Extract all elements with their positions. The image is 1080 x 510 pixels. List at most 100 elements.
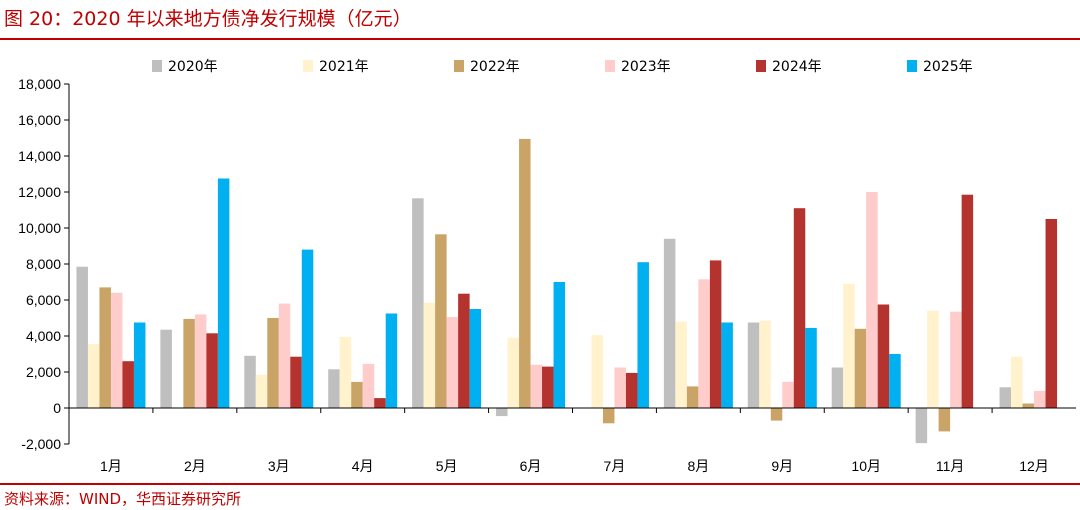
bar	[686, 386, 699, 408]
bar	[278, 303, 291, 408]
bar	[435, 234, 447, 408]
bar	[290, 356, 302, 408]
bar	[301, 249, 314, 408]
title-divider	[0, 38, 1080, 40]
bar	[747, 322, 760, 408]
bar	[625, 372, 638, 408]
bar	[770, 408, 783, 421]
bar	[877, 304, 890, 408]
bar	[328, 369, 340, 408]
bar	[854, 328, 867, 408]
y-axis: -2,000 0 2,000 4,000 6,000 8,000 10,000 12,000 1…	[18, 76, 70, 452]
bar	[602, 408, 615, 424]
y-tick-label: 18,000	[18, 76, 61, 92]
y-tick-label: 0	[53, 400, 61, 416]
legend-swatch	[605, 60, 615, 72]
y-tick-label: 10,000	[18, 220, 61, 236]
bar	[542, 366, 554, 408]
bar	[866, 192, 878, 408]
bar	[267, 318, 279, 408]
bar	[1011, 356, 1023, 408]
bar	[194, 314, 207, 408]
bar	[591, 335, 603, 408]
y-tick-label: -2,000	[21, 436, 61, 452]
bar	[351, 381, 363, 408]
bar	[99, 287, 111, 408]
legend-label: 2021年	[319, 59, 369, 75]
y-tick-label: 14,000	[18, 148, 61, 164]
x-tick-label: 4月	[352, 458, 374, 474]
bar	[1045, 219, 1058, 408]
bar	[950, 311, 962, 408]
x-tick-label: 8月	[687, 458, 709, 474]
bar	[496, 408, 508, 417]
bar	[637, 262, 649, 408]
bar	[927, 310, 939, 408]
bar	[339, 336, 352, 408]
y-tick-label: 8,000	[26, 256, 61, 272]
y-tick-label: 16,000	[18, 112, 61, 128]
y-tick-label: 4,000	[26, 328, 61, 344]
bar	[519, 138, 531, 408]
bar	[831, 367, 844, 408]
x-tick-label: 1月	[100, 458, 122, 474]
bar	[446, 317, 459, 408]
bar	[122, 361, 134, 408]
x-axis: 1月 2月 3月 4月 5月 6月 7月 8月 9月 10月 11月 12月	[69, 407, 1076, 474]
bar	[614, 367, 626, 408]
bar	[675, 321, 687, 408]
bar	[663, 238, 676, 408]
legend-swatch	[454, 60, 464, 72]
bar	[507, 337, 520, 408]
bar	[805, 327, 817, 408]
source-note: 资料来源：WIND，华西证券研究所	[4, 490, 242, 508]
bar	[362, 363, 375, 408]
bar	[87, 344, 100, 408]
y-tick-label: 6,000	[26, 292, 61, 308]
bar	[458, 293, 470, 408]
bar	[374, 398, 386, 408]
legend-label: 2024年	[772, 59, 822, 75]
bar	[938, 408, 951, 432]
bar	[255, 374, 268, 408]
bar	[244, 355, 256, 408]
x-tick-label: 7月	[604, 458, 626, 474]
bar	[698, 279, 710, 408]
legend-swatch	[152, 60, 162, 72]
bar	[76, 266, 88, 408]
bar	[1034, 390, 1046, 408]
bar	[160, 329, 172, 408]
bar	[385, 313, 398, 408]
x-tick-label: 9月	[771, 458, 793, 474]
bar	[469, 309, 482, 408]
bar	[553, 282, 566, 408]
y-tick-label: 12,000	[18, 184, 61, 200]
footer-divider	[0, 483, 1080, 485]
bar	[183, 318, 195, 408]
legend: 2020年 2021年 2022年 2023年 2024年 2025年	[152, 59, 973, 75]
bar	[709, 260, 722, 408]
legend-label: 2025年	[923, 59, 973, 75]
x-tick-label: 6月	[520, 458, 542, 474]
chart-title: 图 20：2020 年以来地方债净发行规模（亿元）	[4, 8, 412, 30]
bar	[133, 322, 146, 408]
legend-swatch	[756, 60, 766, 72]
bar	[782, 381, 794, 408]
x-tick-label: 10月	[851, 458, 881, 474]
bar	[999, 387, 1012, 408]
x-tick-label: 5月	[436, 458, 458, 474]
x-tick-label: 12月	[1019, 458, 1049, 474]
legend-label: 2022年	[470, 59, 520, 75]
bar	[915, 408, 928, 444]
bar	[793, 208, 806, 408]
legend-swatch	[907, 60, 917, 72]
bar	[721, 322, 733, 408]
bar	[889, 354, 901, 408]
legend-swatch	[303, 60, 313, 72]
plot-area	[76, 138, 1058, 444]
y-tick-label: 2,000	[26, 364, 61, 380]
bar	[423, 302, 436, 408]
bar	[961, 194, 974, 408]
x-tick-label: 3月	[268, 458, 290, 474]
bar	[530, 364, 543, 408]
